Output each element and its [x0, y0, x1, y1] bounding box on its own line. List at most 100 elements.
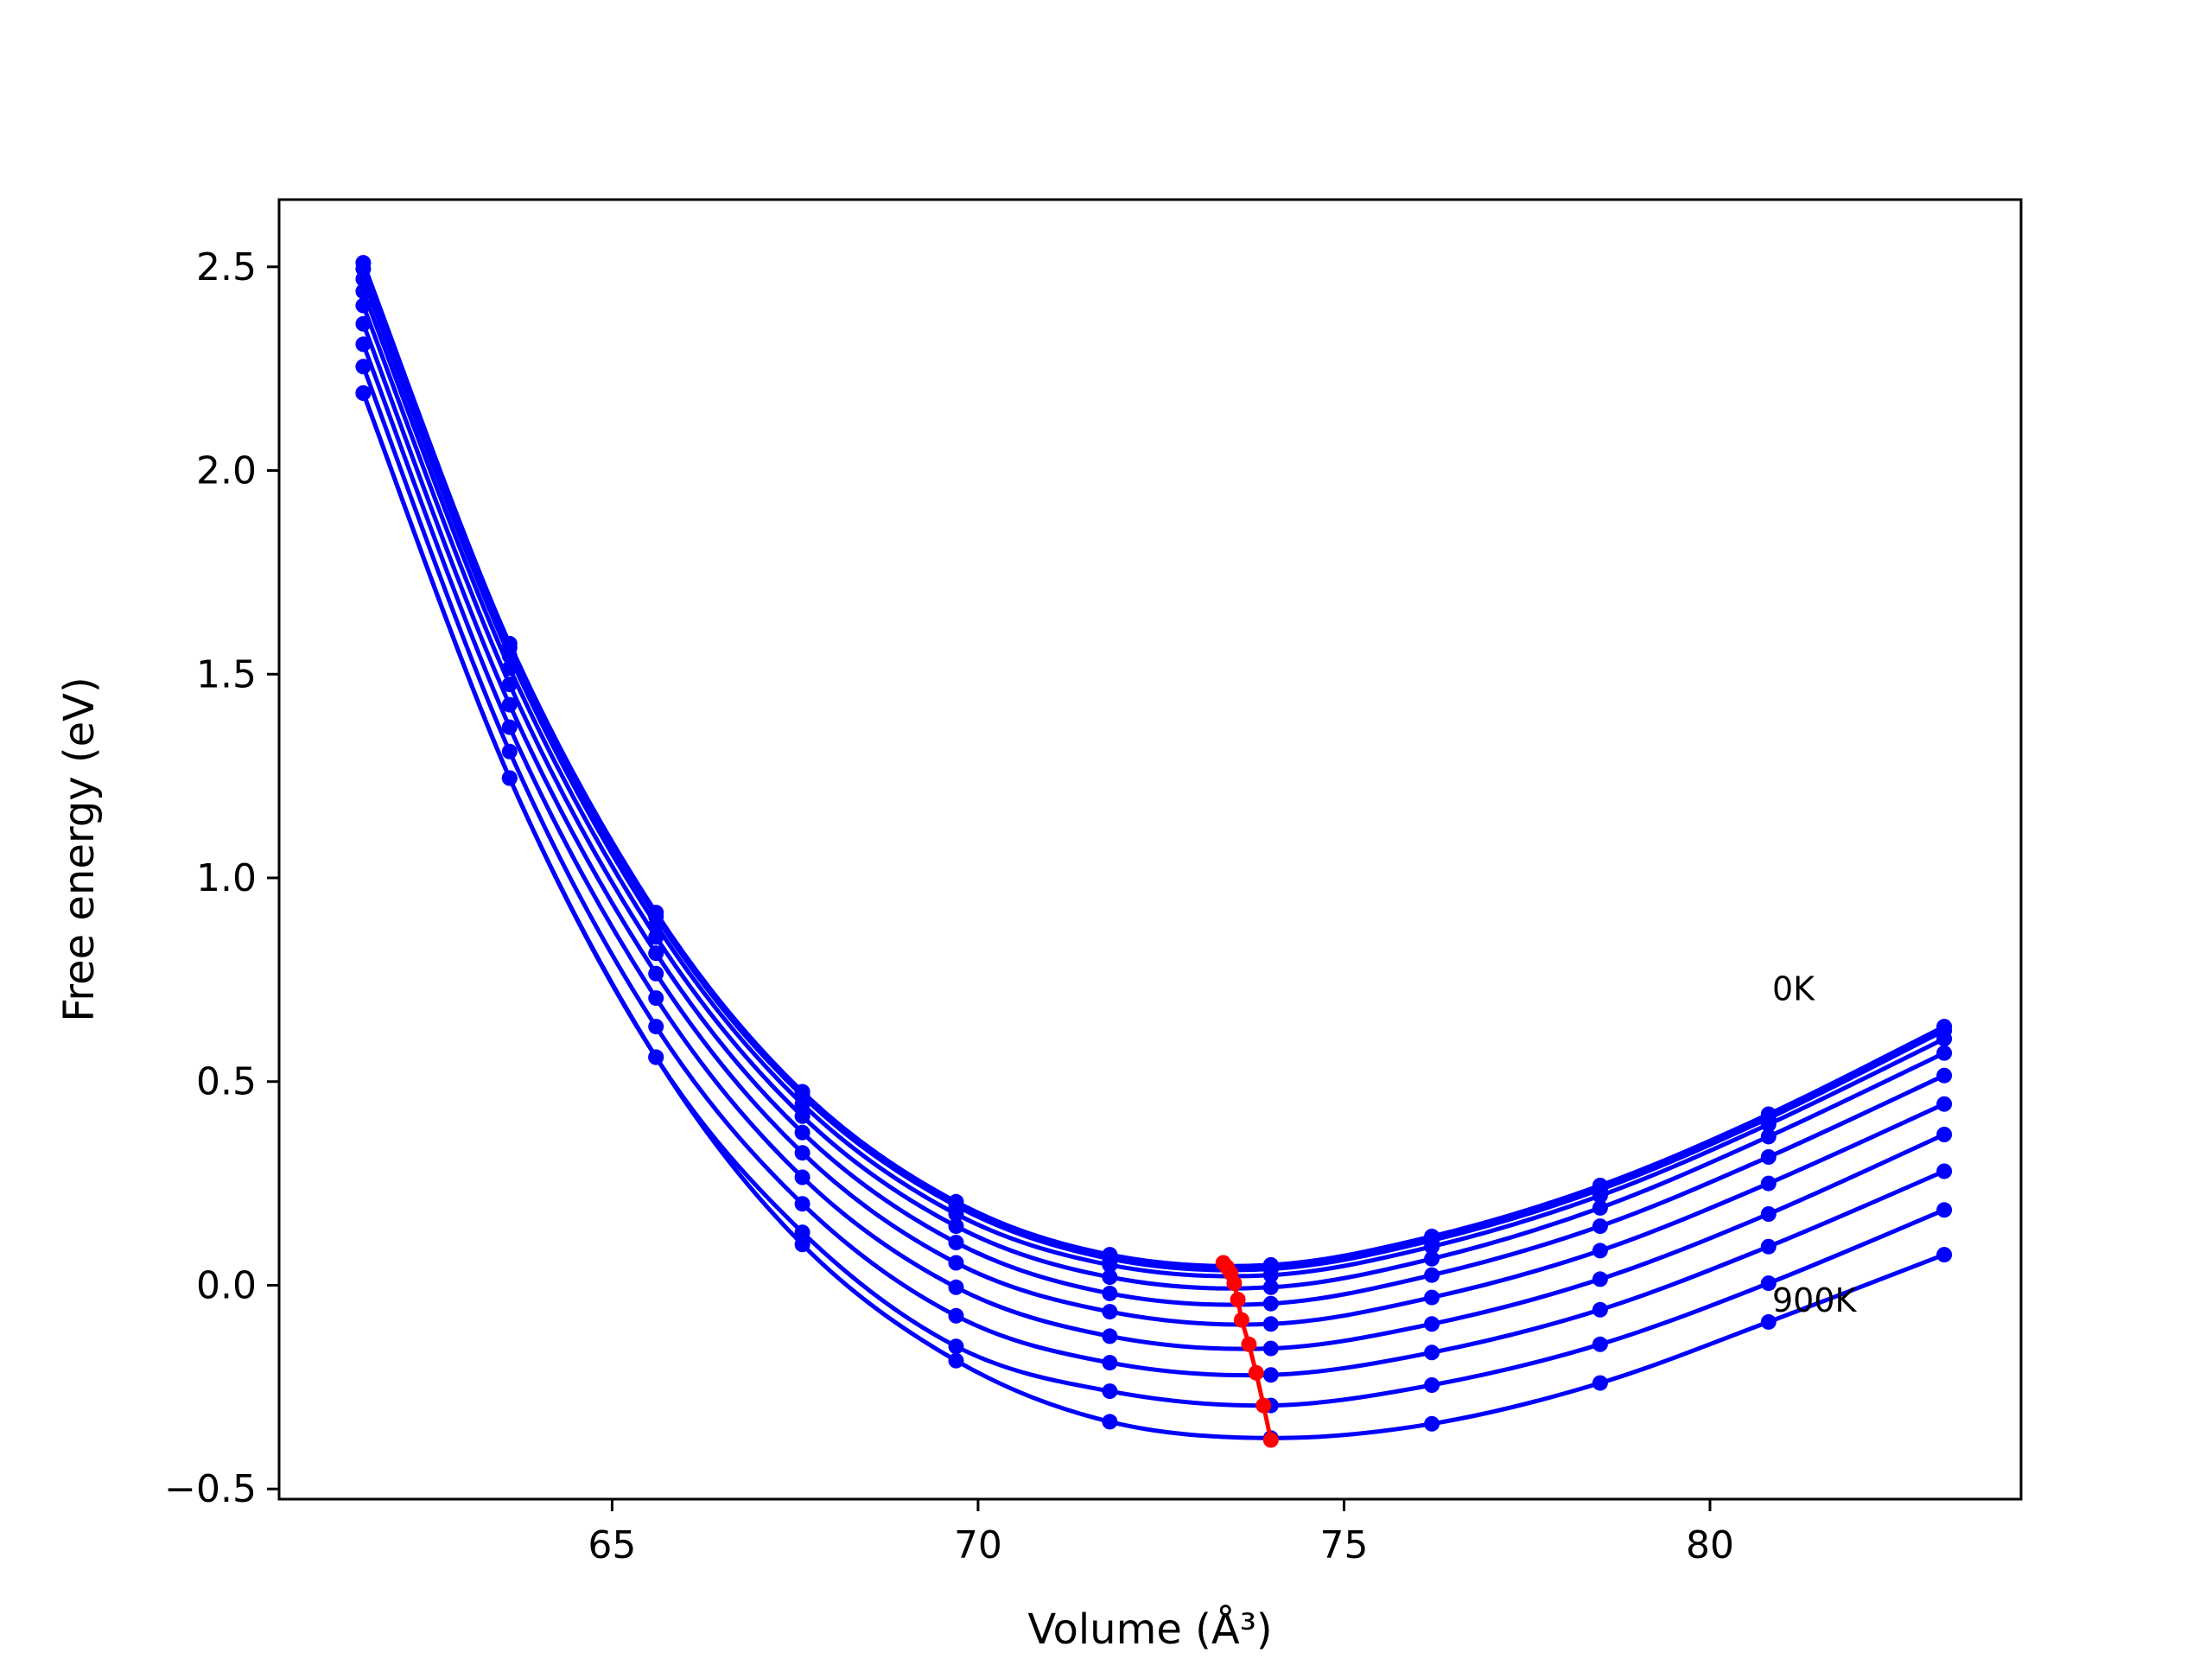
- series-line: [361, 304, 1946, 1307]
- data-point: [355, 283, 372, 300]
- data-point: [794, 1196, 810, 1212]
- plot-area: [355, 255, 1953, 1448]
- data-point: [1262, 1267, 1279, 1283]
- data-point: [1592, 1243, 1608, 1259]
- data-point: [1262, 1295, 1279, 1312]
- minimum-point: [1255, 1397, 1272, 1414]
- y-tick-label: 0.5: [196, 1060, 257, 1104]
- x-axis-label: Volume (Å³): [1027, 1605, 1272, 1654]
- axes-frame: [277, 198, 2023, 1501]
- axis-ticks: 65 70 75 80 −0.5 0.0 0.5 1.0 1.5 2.0 2.5: [164, 245, 1734, 1567]
- data-point: [1592, 1187, 1608, 1204]
- data-point: [355, 315, 372, 332]
- data-point: [355, 359, 372, 375]
- data-point: [1936, 1031, 1953, 1047]
- series-line: [361, 322, 1946, 1327]
- data-point: [794, 1145, 810, 1161]
- annotation-label: 0K: [1772, 969, 1815, 1007]
- data-point: [794, 1124, 810, 1141]
- data-point: [501, 719, 518, 735]
- series-line: [361, 343, 1946, 1351]
- data-point: [1760, 1149, 1777, 1165]
- data-point: [1102, 1285, 1118, 1301]
- series-4: [355, 297, 1953, 1312]
- y-axis-label: Free energy (eV): [55, 677, 104, 1021]
- data-point: [1424, 1238, 1440, 1255]
- y-tick-label: 1.5: [196, 652, 257, 696]
- data-point: [1262, 1367, 1279, 1383]
- data-point: [1424, 1377, 1440, 1393]
- series-line: [361, 277, 1946, 1279]
- data-point: [948, 1206, 964, 1222]
- data-point: [1102, 1383, 1118, 1400]
- data-point: [948, 1279, 964, 1295]
- data-point: [501, 770, 518, 786]
- data-point: [948, 1352, 964, 1369]
- data-point: [1760, 1175, 1777, 1192]
- data-point: [948, 1307, 964, 1324]
- data-point: [648, 1019, 664, 1035]
- data-point: [648, 1049, 664, 1065]
- data-point: [1424, 1250, 1440, 1267]
- data-point: [648, 965, 664, 982]
- x-tick-label: 75: [1319, 1523, 1368, 1567]
- data-point: [1936, 1163, 1953, 1179]
- data-point: [1424, 1289, 1440, 1306]
- data-point: [948, 1235, 964, 1250]
- data-point: [794, 1096, 810, 1112]
- data-point: [794, 1169, 810, 1185]
- data-point: [948, 1255, 964, 1271]
- series-line: [361, 290, 1946, 1291]
- data-point: [501, 696, 518, 713]
- minimum-point: [1262, 1432, 1279, 1448]
- data-point: [1102, 1256, 1118, 1273]
- data-point: [355, 270, 372, 287]
- x-tick-label: 65: [588, 1523, 636, 1567]
- data-point: [648, 990, 664, 1007]
- data-point: [1262, 1316, 1279, 1332]
- y-tick-label: 2.0: [196, 449, 257, 493]
- data-point: [1592, 1199, 1608, 1216]
- data-point: [1592, 1336, 1608, 1352]
- series-5: [355, 315, 1953, 1332]
- data-point: [1424, 1316, 1440, 1332]
- series-line: [361, 268, 1946, 1273]
- data-point: [1424, 1344, 1440, 1361]
- data-point: [1592, 1375, 1608, 1391]
- data-point: [1262, 1279, 1279, 1295]
- data-point: [1592, 1218, 1608, 1235]
- data-point: [1760, 1128, 1777, 1145]
- data-point: [1424, 1267, 1440, 1283]
- series-7: [355, 359, 1953, 1383]
- data-point: [1760, 1313, 1777, 1330]
- x-tick-label: 80: [1686, 1523, 1734, 1567]
- minimum-series: [1215, 1255, 1279, 1448]
- y-tick-label: −0.5: [164, 1467, 257, 1511]
- data-point: [355, 297, 372, 314]
- data-point: [1936, 1067, 1953, 1084]
- data-point: [1102, 1269, 1118, 1285]
- data-point: [648, 929, 664, 945]
- data-point: [1936, 1045, 1953, 1061]
- x-tick-label: 70: [954, 1523, 1002, 1567]
- minimum-point: [1233, 1312, 1249, 1328]
- y-tick-label: 2.5: [196, 245, 257, 289]
- data-point: [1760, 1116, 1777, 1133]
- series-line: [361, 392, 1945, 1440]
- series-2: [355, 270, 1953, 1283]
- data-point: [794, 1224, 810, 1241]
- data-point: [948, 1338, 964, 1355]
- data-point: [1592, 1301, 1608, 1318]
- data-point: [794, 1108, 810, 1124]
- data-point: [948, 1218, 964, 1235]
- data-point: [501, 677, 518, 693]
- data-point: [1936, 1202, 1953, 1218]
- data-point: [1936, 1127, 1953, 1142]
- annotations: 0K 900K: [1772, 969, 1858, 1319]
- data-point: [1102, 1355, 1118, 1371]
- data-point: [355, 336, 372, 353]
- series-line: [361, 365, 1946, 1378]
- annotation-label: 900K: [1772, 1281, 1858, 1319]
